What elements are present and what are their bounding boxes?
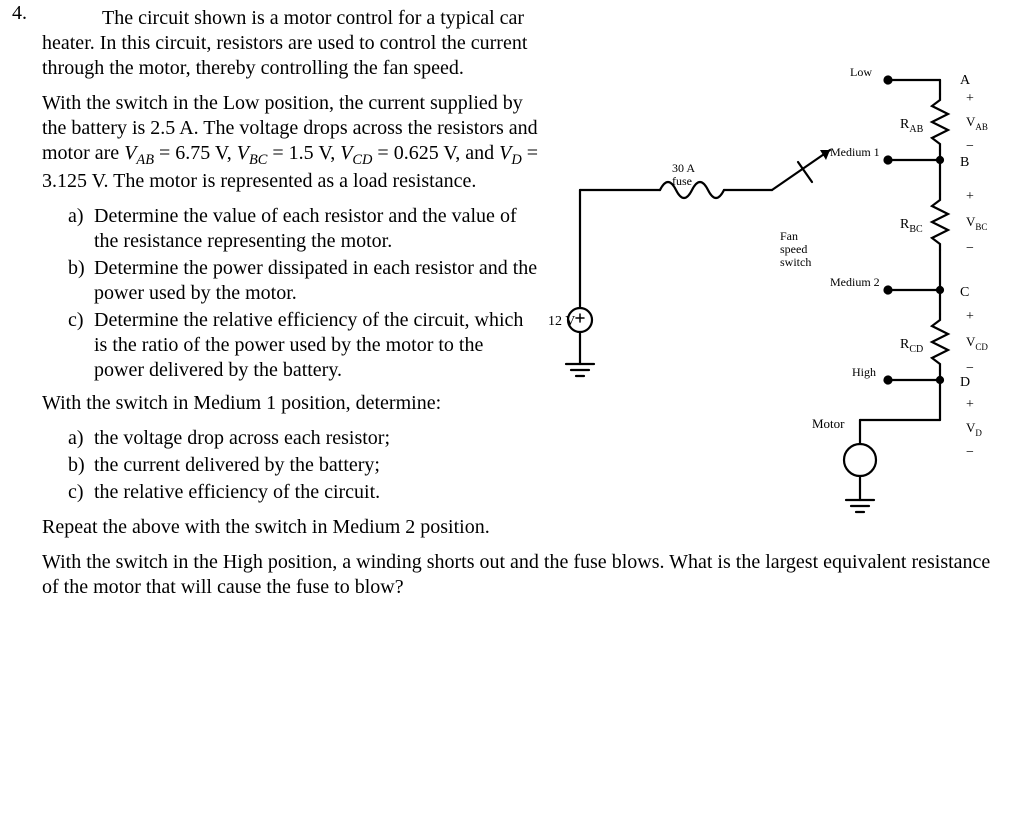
- svg-text:VD: VD: [966, 420, 982, 438]
- svg-text:RBC: RBC: [900, 217, 923, 235]
- svg-text:+: +: [966, 189, 974, 204]
- svg-text:D: D: [960, 375, 970, 390]
- circuit-diagram: 12 V 30 Afuse Fan spe: [540, 60, 1010, 540]
- svg-text:VBC: VBC: [966, 214, 987, 232]
- svg-text:VAB: VAB: [966, 114, 988, 132]
- low-q-b: b) Determine the power dissipated in eac…: [68, 256, 538, 306]
- svg-text:A: A: [960, 73, 971, 88]
- svg-text:+: +: [966, 397, 974, 412]
- svg-text:Fan speed: Fan speed switch: [780, 229, 811, 269]
- battery-label: 12 V: [548, 314, 575, 329]
- svg-text:−: −: [966, 139, 974, 154]
- svg-text:VCD: VCD: [966, 334, 988, 352]
- svg-text:B: B: [960, 155, 969, 170]
- svg-text:+: +: [966, 309, 974, 324]
- low-description: With the switch in the Low position, the…: [42, 91, 538, 194]
- svg-text:−: −: [966, 361, 974, 376]
- low-q-a: a) Determine the value of each resistor …: [68, 204, 538, 254]
- high-paragraph: With the switch in the High position, a …: [42, 550, 998, 600]
- svg-text:30 Afuse: 30 Afuse: [672, 161, 695, 188]
- svg-text:RAB: RAB: [900, 117, 924, 135]
- svg-text:High: High: [852, 365, 876, 379]
- svg-text:−: −: [966, 241, 974, 256]
- page: 4. The circuit shown is a motor control …: [0, 0, 1024, 832]
- svg-text:Medium 1: Medium 1: [830, 145, 880, 159]
- text-column: The circuit shown is a motor control for…: [18, 6, 538, 383]
- question-number: 4.: [12, 2, 27, 25]
- svg-text:Medium 2: Medium 2: [830, 275, 880, 289]
- svg-text:Low: Low: [850, 65, 872, 79]
- svg-text:+: +: [966, 91, 974, 106]
- svg-text:RCD: RCD: [900, 337, 923, 355]
- svg-text:Motor: Motor: [812, 416, 845, 431]
- low-q-c: c) Determine the relative efficiency of …: [68, 308, 538, 383]
- low-questions: a) Determine the value of each resistor …: [68, 204, 538, 383]
- svg-text:C: C: [960, 285, 969, 300]
- intro-paragraph: The circuit shown is a motor control for…: [42, 6, 538, 81]
- svg-text:−: −: [966, 445, 974, 460]
